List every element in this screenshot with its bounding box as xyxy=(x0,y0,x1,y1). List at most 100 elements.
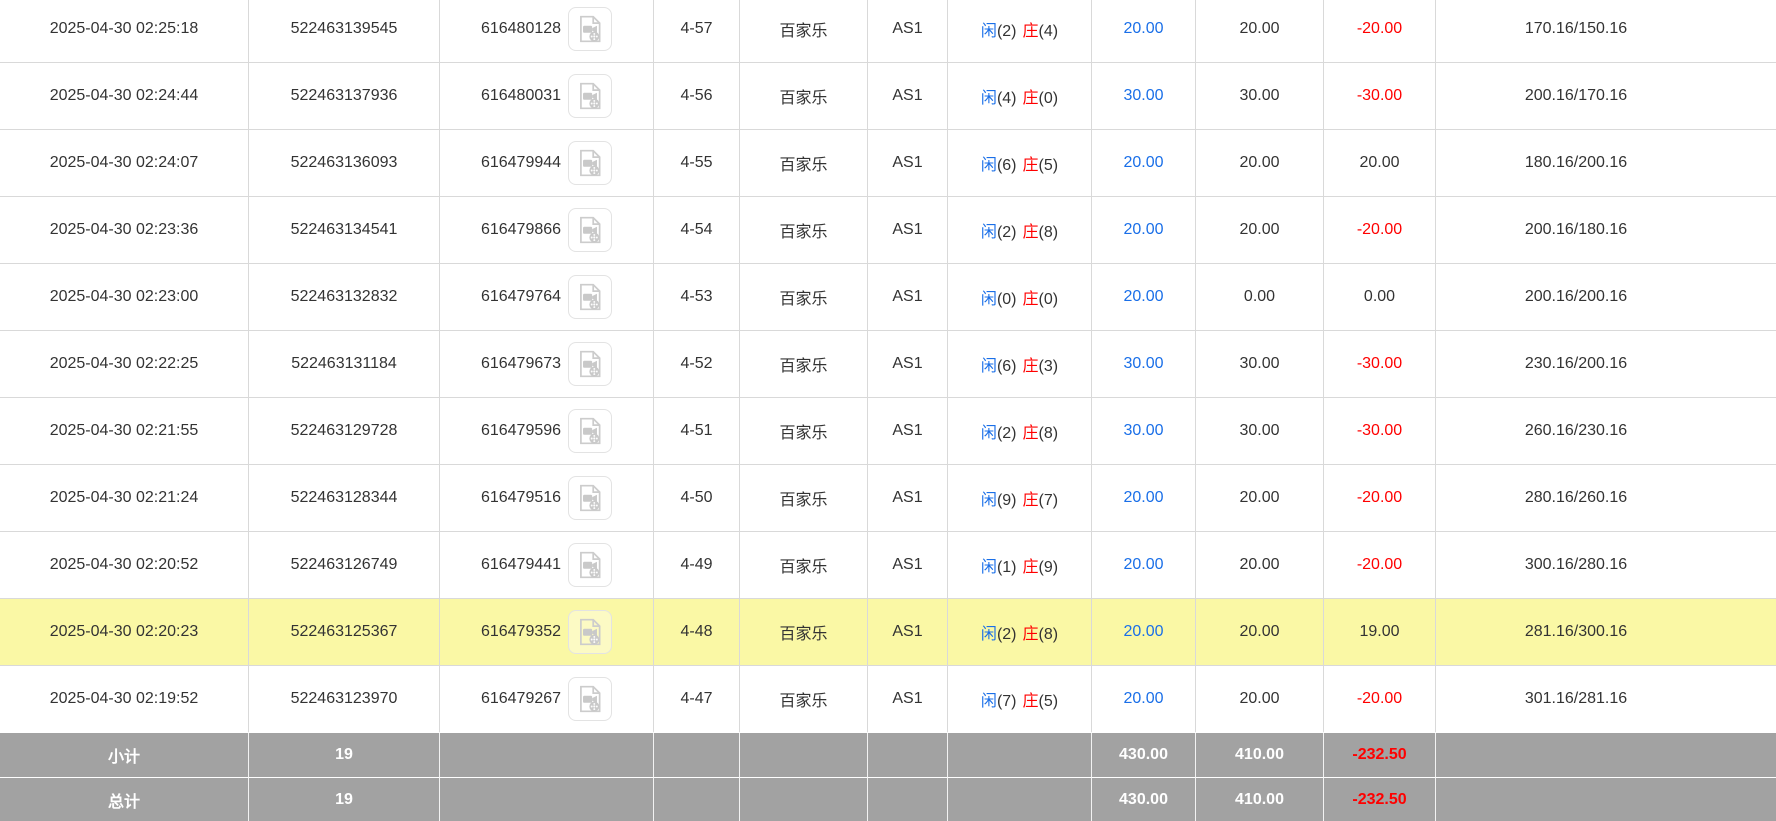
video-button[interactable] xyxy=(568,141,613,185)
bet-amount-link[interactable]: 20.00 xyxy=(1123,154,1164,171)
video-button[interactable] xyxy=(568,409,613,453)
bet-amount-link[interactable]: 20.00 xyxy=(1123,690,1164,707)
video-file-icon xyxy=(580,216,601,244)
video-button[interactable] xyxy=(568,74,613,118)
balance-cell: 200.16/180.16 xyxy=(1436,196,1776,263)
footer-empty-cell xyxy=(740,777,868,821)
bet-amount-link[interactable]: 30.00 xyxy=(1123,355,1164,372)
win-loss-value: -30.00 xyxy=(1356,422,1403,439)
bet-amount-cell: 20.00 xyxy=(1092,665,1196,732)
order-no-cell: 522463139545 xyxy=(249,0,440,62)
table-row[interactable]: 2025-04-30 02:25:18 522463139545 6164801… xyxy=(0,0,1776,62)
win-loss-value: -20.00 xyxy=(1356,556,1403,573)
win-loss-value: -20.00 xyxy=(1356,489,1403,506)
video-button[interactable] xyxy=(568,610,613,654)
result-cell: 闲(2) 庄(8) xyxy=(948,397,1092,464)
bet-amount-link[interactable]: 20.00 xyxy=(1123,288,1164,305)
banker-label: 庄 xyxy=(1022,492,1039,509)
result-cell: 闲(7) 庄(5) xyxy=(948,665,1092,732)
player-label: 闲 xyxy=(980,23,997,40)
order-no-cell: 522463134541 xyxy=(249,196,440,263)
video-button[interactable] xyxy=(568,677,613,721)
table-code-cell: AS1 xyxy=(868,397,948,464)
result-cell: 闲(9) 庄(7) xyxy=(948,464,1092,531)
result-cell: 闲(0) 庄(0) xyxy=(948,263,1092,330)
banker-label: 庄 xyxy=(1022,291,1039,308)
table-row[interactable]: 2025-04-30 02:21:24 522463128344 6164795… xyxy=(0,464,1776,531)
player-count: (1) xyxy=(996,559,1017,576)
bet-amount-cell: 20.00 xyxy=(1092,464,1196,531)
round-cell: 4-54 xyxy=(654,196,740,263)
player-count: (6) xyxy=(996,157,1017,174)
video-file-icon xyxy=(580,82,601,110)
banker-count: (8) xyxy=(1038,425,1059,442)
order-no-cell: 522463128344 xyxy=(249,464,440,531)
footer-empty-cell xyxy=(868,732,948,777)
valid-amount-cell: 20.00 xyxy=(1196,129,1324,196)
round-cell: 4-55 xyxy=(654,129,740,196)
player-label: 闲 xyxy=(980,224,997,241)
table-row[interactable]: 2025-04-30 02:23:00 522463132832 6164797… xyxy=(0,263,1776,330)
winloss-total-value: -232.50 xyxy=(1352,791,1407,808)
table-row[interactable]: 2025-04-30 02:23:36 522463134541 6164798… xyxy=(0,196,1776,263)
footer-empty-cell xyxy=(1436,732,1776,777)
table-row[interactable]: 2025-04-30 02:22:25 522463131184 6164796… xyxy=(0,330,1776,397)
game-no: 616480031 xyxy=(480,87,562,104)
table-row[interactable]: 2025-04-30 02:20:52 522463126749 6164794… xyxy=(0,531,1776,598)
time-cell: 2025-04-30 02:24:44 xyxy=(0,62,249,129)
game-no: 616479673 xyxy=(480,355,562,372)
result-cell: 闲(6) 庄(5) xyxy=(948,129,1092,196)
video-file-icon xyxy=(580,551,601,579)
table-row[interactable]: 2025-04-30 02:21:55 522463129728 6164795… xyxy=(0,397,1776,464)
valid-amount-cell: 20.00 xyxy=(1196,665,1324,732)
balance-cell: 300.16/280.16 xyxy=(1436,531,1776,598)
footer-empty-cell xyxy=(948,777,1092,821)
result-cell: 闲(2) 庄(8) xyxy=(948,196,1092,263)
footer-empty-cell xyxy=(654,732,740,777)
bet-amount-link[interactable]: 20.00 xyxy=(1123,623,1164,640)
banker-label: 庄 xyxy=(1022,626,1039,643)
table-row[interactable]: 2025-04-30 02:24:07 522463136093 6164799… xyxy=(0,129,1776,196)
order-no-cell: 522463137936 xyxy=(249,62,440,129)
table-row[interactable]: 2025-04-30 02:19:52 522463123970 6164792… xyxy=(0,665,1776,732)
bet-amount-cell: 30.00 xyxy=(1092,397,1196,464)
player-count: (2) xyxy=(996,23,1017,40)
bet-amount-link[interactable]: 20.00 xyxy=(1123,556,1164,573)
game-type-cell: 百家乐 xyxy=(740,397,868,464)
round-cell: 4-57 xyxy=(654,0,740,62)
winloss-total-cell: -232.50 xyxy=(1324,732,1436,777)
table-row[interactable]: 2025-04-30 02:24:44 522463137936 6164800… xyxy=(0,62,1776,129)
footer-empty-cell xyxy=(440,732,654,777)
game-no-cell: 616479944 xyxy=(440,129,654,196)
game-no: 616479441 xyxy=(480,556,562,573)
video-button[interactable] xyxy=(568,342,613,386)
video-button[interactable] xyxy=(568,7,613,51)
bet-amount-link[interactable]: 30.00 xyxy=(1123,87,1164,104)
game-no-cell: 616479866 xyxy=(440,196,654,263)
bet-amount-link[interactable]: 20.00 xyxy=(1123,489,1164,506)
bet-amount-link[interactable]: 20.00 xyxy=(1123,20,1164,37)
order-no-cell: 522463125367 xyxy=(249,598,440,665)
banker-label: 庄 xyxy=(1022,425,1039,442)
win-loss-cell: -30.00 xyxy=(1324,62,1436,129)
game-no-cell: 616480031 xyxy=(440,62,654,129)
win-loss-cell: -20.00 xyxy=(1324,196,1436,263)
player-label: 闲 xyxy=(980,492,997,509)
subtotal-label: 小计 xyxy=(0,732,249,777)
table-row[interactable]: 2025-04-30 02:20:23 522463125367 6164793… xyxy=(0,598,1776,665)
round-cell: 4-52 xyxy=(654,330,740,397)
video-button[interactable] xyxy=(568,208,613,252)
video-button[interactable] xyxy=(568,543,613,587)
record-count-cell: 19 xyxy=(249,777,440,821)
video-button[interactable] xyxy=(568,476,613,520)
game-no-cell: 616479267 xyxy=(440,665,654,732)
table-code-cell: AS1 xyxy=(868,263,948,330)
round-cell: 4-50 xyxy=(654,464,740,531)
result-cell: 闲(1) 庄(9) xyxy=(948,531,1092,598)
order-no-cell: 522463126749 xyxy=(249,531,440,598)
bet-amount-link[interactable]: 20.00 xyxy=(1123,221,1164,238)
video-button[interactable] xyxy=(568,275,613,319)
banker-count: (9) xyxy=(1038,559,1059,576)
bet-amount-link[interactable]: 30.00 xyxy=(1123,422,1164,439)
